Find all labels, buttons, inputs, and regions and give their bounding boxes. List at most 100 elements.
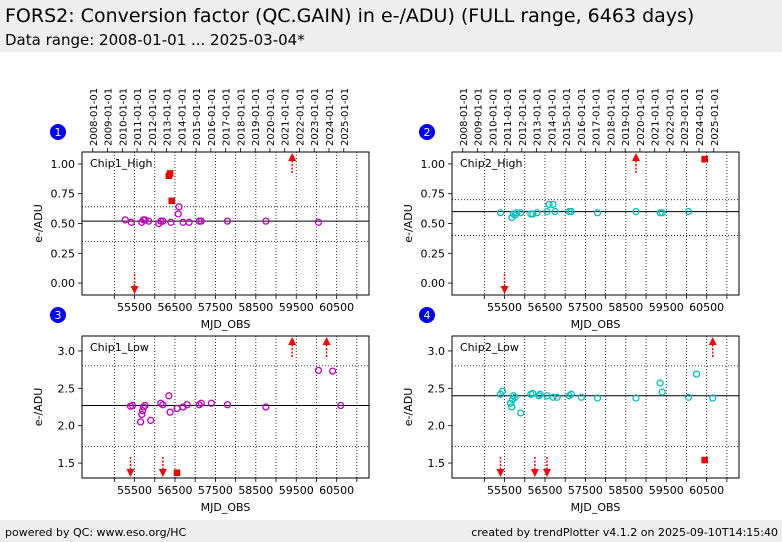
x-tick-label: 55500 — [117, 484, 152, 497]
outlier-point — [166, 170, 174, 177]
data-point — [535, 392, 543, 400]
x-tick-label: 59500 — [279, 301, 314, 314]
data-point — [692, 370, 701, 378]
outlier-point — [173, 469, 181, 477]
x-tick-label: 60500 — [319, 301, 354, 314]
arrow-up-icon — [288, 153, 297, 161]
data-point — [529, 389, 537, 398]
date-tick-label: 2011-01-01 — [133, 88, 144, 146]
data-point — [543, 207, 551, 216]
date-tick-label: 2022-01-01 — [665, 88, 676, 146]
x-axis-label: MJD_OBS — [571, 501, 621, 514]
plot-frame — [81, 335, 370, 479]
plot-frame — [451, 151, 740, 296]
arrow-up-icon — [322, 337, 331, 345]
panel-number: 1 — [55, 126, 62, 139]
chart-panel-3: 55500 56500 57500 58500 59500 60500 1.5 2.0 2.5 3… — [32, 307, 370, 514]
footer-powered-by[interactable]: powered by QC: www.eso.org/HC — [5, 526, 187, 539]
x-tick-label: 59500 — [649, 301, 684, 314]
x-tick-label: 58500 — [238, 301, 273, 314]
date-tick-label: 2021-01-01 — [651, 88, 662, 146]
x-tick-label: 58500 — [608, 484, 643, 497]
y-tick-label: 1.5 — [428, 457, 446, 470]
y-tick-label: 0.25 — [51, 247, 76, 260]
y-tick-label: 0.75 — [51, 188, 76, 201]
y-tick-label: 0.50 — [51, 218, 76, 231]
arrow-up-icon — [631, 153, 640, 161]
data-point — [506, 399, 515, 407]
data-point — [141, 401, 149, 410]
y-tick-label: 2.5 — [58, 382, 76, 395]
data-point — [138, 410, 146, 419]
data-point — [549, 200, 557, 209]
data-point — [314, 366, 323, 375]
date-tick-label: 2012-01-01 — [148, 88, 159, 146]
date-tick-label: 2019-01-01 — [251, 88, 262, 146]
data-point — [545, 200, 553, 209]
panel-number-badge — [50, 124, 66, 140]
data-point — [223, 217, 232, 225]
x-tick-label: 57500 — [568, 484, 603, 497]
arrow-down-icon — [542, 469, 551, 477]
y-tick-label: 2.0 — [58, 420, 76, 433]
plot-grid: 55500 56500 57500 58500 59500 60500 0.00 0.25 0.… — [0, 52, 782, 520]
y-tick-label: 0.50 — [421, 218, 446, 231]
panel-number-badge — [50, 307, 66, 323]
data-point — [551, 207, 559, 216]
date-tick-label: 2009-01-01 — [104, 88, 115, 146]
x-tick-label: 55500 — [117, 301, 152, 314]
panel-number: 3 — [55, 309, 62, 322]
data-point — [185, 218, 193, 226]
data-point — [658, 388, 666, 396]
plot-canvas: 55500 56500 57500 58500 59500 60500 0.00 0.25 0.… — [32, 88, 740, 514]
date-tick-label: 2017-01-01 — [222, 88, 233, 146]
outlier-point — [701, 456, 708, 464]
data-point — [179, 218, 187, 226]
data-point — [197, 399, 205, 407]
outlier-point — [701, 155, 708, 163]
data-point — [553, 393, 561, 401]
data-point — [314, 218, 323, 226]
data-point — [183, 401, 191, 409]
data-point — [536, 390, 544, 398]
x-tick-label: 57500 — [198, 484, 233, 497]
data-point — [337, 401, 345, 410]
y-tick-label: 3.0 — [58, 345, 76, 358]
date-tick-label: 2021-01-01 — [281, 88, 292, 146]
data-point — [517, 209, 525, 217]
date-tick-label: 2014-01-01 — [177, 88, 188, 146]
data-point — [508, 403, 516, 411]
date-tick-label: 2014-01-01 — [547, 88, 558, 146]
arrow-up-icon — [288, 337, 297, 345]
chart-panel-4: 55500 56500 57500 58500 59500 60500 1.5 2.0 2.5 3… — [402, 307, 740, 514]
x-tick-label: 59500 — [649, 484, 684, 497]
chip-label: Chip2_High — [460, 157, 522, 170]
arrow-down-icon — [500, 286, 509, 294]
data-point — [684, 207, 693, 216]
arrow-down-icon — [496, 469, 505, 477]
data-point — [577, 393, 586, 401]
y-tick-label: 3.0 — [428, 345, 446, 358]
y-axis-label: e-/ADU — [32, 388, 45, 427]
report-title: FORS2: Conversion factor (QC.GAIN) in e-… — [5, 5, 695, 27]
x-tick-label: 56500 — [527, 484, 562, 497]
data-point — [632, 394, 640, 402]
date-tick-label: 2015-01-01 — [192, 88, 203, 146]
data-point — [147, 416, 155, 425]
data-point — [658, 209, 666, 217]
data-point — [509, 210, 518, 218]
panel-number-badge — [419, 307, 435, 323]
x-axis-label: MJD_OBS — [571, 318, 621, 331]
panel-number: 2 — [424, 126, 431, 139]
x-tick-label: 60500 — [689, 301, 724, 314]
x-tick-label: 59500 — [279, 484, 314, 497]
date-tick-label: 2020-01-01 — [636, 88, 647, 146]
data-point — [141, 216, 149, 224]
report-subtitle: Data range: 2008-01-01 ... 2025-03-04* — [5, 31, 305, 49]
data-point — [139, 403, 148, 411]
data-point — [593, 394, 602, 402]
date-tick-label: 2018-01-01 — [606, 88, 617, 146]
data-point — [262, 217, 270, 225]
data-point — [496, 209, 505, 217]
data-point — [517, 409, 525, 417]
